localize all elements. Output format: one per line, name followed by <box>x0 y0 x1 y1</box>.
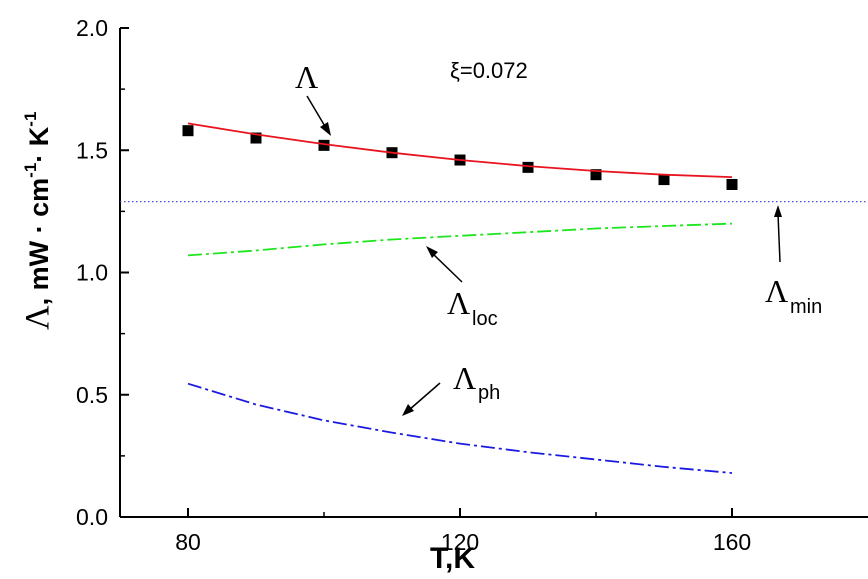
annotation-min-subscript: min <box>790 296 822 318</box>
annotation-lambda-loc: Λ loc <box>426 246 498 330</box>
data-point-measured <box>182 125 194 137</box>
data-point-measured <box>250 132 262 144</box>
annotation-lambda: Λ <box>295 59 331 136</box>
ticks: 0.0 0.5 1.0 1.5 2.0 80 120 160 <box>76 15 751 555</box>
x-tick-label: 80 <box>175 529 201 555</box>
y-label-unit: mW · cm <box>24 178 54 291</box>
y-label-sep: , <box>24 290 54 305</box>
y-tick-label: 0.5 <box>76 382 108 408</box>
parameter-label: ξ=0.072 <box>450 58 528 83</box>
y-label-exp-k: -1 <box>21 112 40 127</box>
annotation-min-arrow <box>777 213 781 263</box>
data-point-measured <box>658 174 670 186</box>
data-point-measured <box>590 169 602 181</box>
annotation-lambda-arrowhead <box>320 122 331 136</box>
data-point-measured <box>726 178 738 190</box>
annotation-ph-arrowhead <box>402 404 414 416</box>
annotation-lambda-min: Λ min <box>765 205 822 318</box>
series-line-fit <box>187 122 733 178</box>
y-tick-label: 0.0 <box>76 504 108 530</box>
annotation-ph-arrow <box>408 382 441 411</box>
series-layer <box>120 122 868 474</box>
annotation-lambda-ph: Λ ph <box>402 360 500 416</box>
y-tick-label: 2.0 <box>76 15 108 41</box>
annotation-loc-symbol: Λ <box>447 285 470 321</box>
annotation-loc-subscript: loc <box>472 308 498 330</box>
annotation-ph-subscript: ph <box>478 382 500 404</box>
annotation-loc-arrowhead <box>426 246 438 258</box>
y-label-exp-cm: -1 <box>21 163 40 178</box>
y-tick-label: 1.0 <box>76 260 108 286</box>
annotation-min-symbol: Λ <box>765 273 788 309</box>
annotation-lambda-symbol: Λ <box>295 59 318 95</box>
series-line-loc <box>187 222 733 257</box>
y-tick-label: 1.5 <box>76 137 108 163</box>
axes <box>119 28 868 518</box>
x-tick-label: 160 <box>713 529 751 555</box>
series-line-ph <box>187 382 733 474</box>
data-point-measured <box>522 161 534 173</box>
annotation-loc-arrow <box>431 252 463 283</box>
y-label-symbol: Λ <box>19 305 56 330</box>
y-label-dot-k: · K <box>24 126 54 162</box>
annotation-min-arrowhead <box>774 205 782 217</box>
annotation-lambda-arrow <box>306 95 327 129</box>
svg-text:Λ, mW · cm-1· K-1: Λ, mW · cm-1· K-1 <box>19 112 56 330</box>
x-tick-label: 120 <box>441 529 479 555</box>
x-axis-label: T,K <box>430 542 475 575</box>
data-point-measured <box>318 139 330 151</box>
annotation-ph-symbol: Λ <box>453 360 476 396</box>
y-axis-label: Λ, mW · cm-1· K-1 <box>19 112 56 330</box>
